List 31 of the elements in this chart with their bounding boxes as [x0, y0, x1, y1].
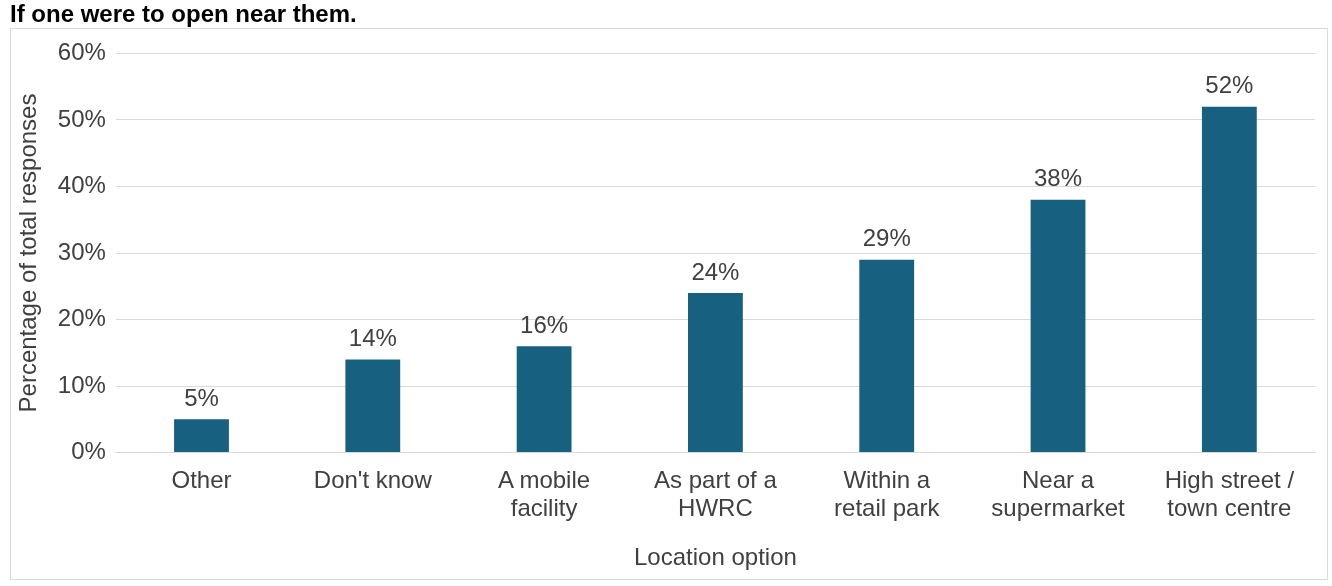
bar — [688, 292, 743, 453]
data-label: 52% — [1205, 71, 1254, 99]
bar — [345, 359, 401, 453]
x-tick-label: High street / town centre — [1164, 465, 1295, 522]
y-tick-label: 30% — [57, 237, 106, 265]
y-tick-label: 50% — [57, 104, 106, 132]
chart-title: If one were to open near them. — [9, 0, 358, 28]
y-tick-label: 40% — [57, 171, 106, 199]
y-tick-label: 0% — [71, 437, 106, 465]
bar — [1030, 199, 1086, 453]
x-axis-title: Location option — [634, 543, 797, 571]
bar — [174, 419, 229, 453]
x-tick-label: As part of a HWRC — [654, 465, 778, 522]
bar — [859, 259, 915, 453]
data-label: 38% — [1034, 164, 1083, 192]
x-tick-label: Don't know — [313, 465, 433, 493]
data-label: 14% — [348, 324, 397, 352]
x-tick-label: Near a supermarket — [991, 465, 1126, 522]
bar — [516, 346, 572, 453]
x-tick-label: Other — [171, 465, 232, 493]
data-label: 29% — [862, 224, 911, 252]
x-tick-label: A mobile facility — [498, 465, 591, 522]
data-label: 16% — [520, 310, 569, 338]
y-tick-label: 60% — [57, 38, 106, 66]
y-tick-label: 10% — [57, 370, 106, 398]
x-tick-label: Within a retail park — [834, 465, 941, 522]
y-tick-label: 20% — [57, 304, 106, 332]
data-label: 24% — [691, 257, 740, 285]
bar — [1201, 106, 1257, 453]
data-label: 5% — [184, 383, 219, 411]
y-axis-title: Percentage of total responses — [14, 93, 42, 413]
